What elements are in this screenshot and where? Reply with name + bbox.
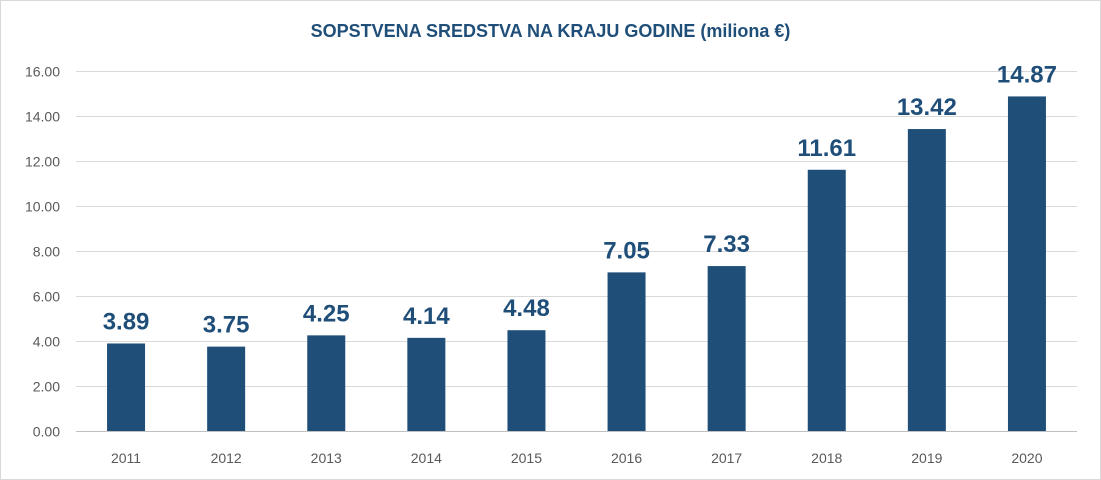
y-tick-label: 6.00	[33, 289, 60, 305]
bar	[307, 335, 346, 431]
data-label: 7.33	[703, 231, 750, 258]
data-label: 4.14	[403, 303, 450, 330]
chart-title: SOPSTVENA SREDSTVA NA KRAJU GODINE (mili…	[310, 21, 791, 41]
bar	[507, 330, 546, 431]
bar	[907, 129, 946, 432]
y-tick-label: 2.00	[33, 379, 60, 395]
x-tick-label: 2011	[111, 450, 141, 466]
x-tick-label: 2017	[711, 450, 742, 466]
bar	[1007, 96, 1046, 432]
data-label: 11.61	[797, 135, 856, 162]
bar	[707, 266, 746, 431]
x-tick-label: 2013	[311, 450, 342, 466]
data-label: 3.75	[203, 312, 250, 339]
y-tick-label: 10.00	[25, 199, 60, 215]
data-label: 7.05	[603, 237, 650, 264]
data-label: 3.89	[103, 308, 150, 335]
x-tick-label: 2020	[1011, 450, 1042, 466]
y-tick-label: 14.00	[25, 109, 60, 125]
x-tick-label: 2016	[611, 450, 642, 466]
data-label: 4.25	[303, 300, 350, 327]
bar	[207, 346, 246, 431]
bar	[107, 343, 146, 431]
x-tick-label: 2012	[211, 450, 242, 466]
y-tick-label: 0.00	[33, 424, 60, 440]
x-tick-label: 2015	[511, 450, 542, 466]
x-tick-label: 2018	[811, 450, 842, 466]
data-label: 4.48	[503, 295, 550, 322]
bar	[607, 272, 646, 431]
bar	[407, 337, 446, 431]
y-tick-label: 8.00	[33, 244, 60, 260]
data-label: 14.87	[997, 61, 1057, 88]
data-label: 13.42	[897, 94, 957, 121]
x-tick-label: 2014	[411, 450, 442, 466]
y-tick-label: 4.00	[33, 334, 60, 350]
bar	[807, 169, 846, 431]
y-tick-label: 12.00	[25, 154, 60, 170]
y-tick-label: 16.00	[25, 64, 60, 80]
x-tick-label: 2019	[911, 450, 942, 466]
